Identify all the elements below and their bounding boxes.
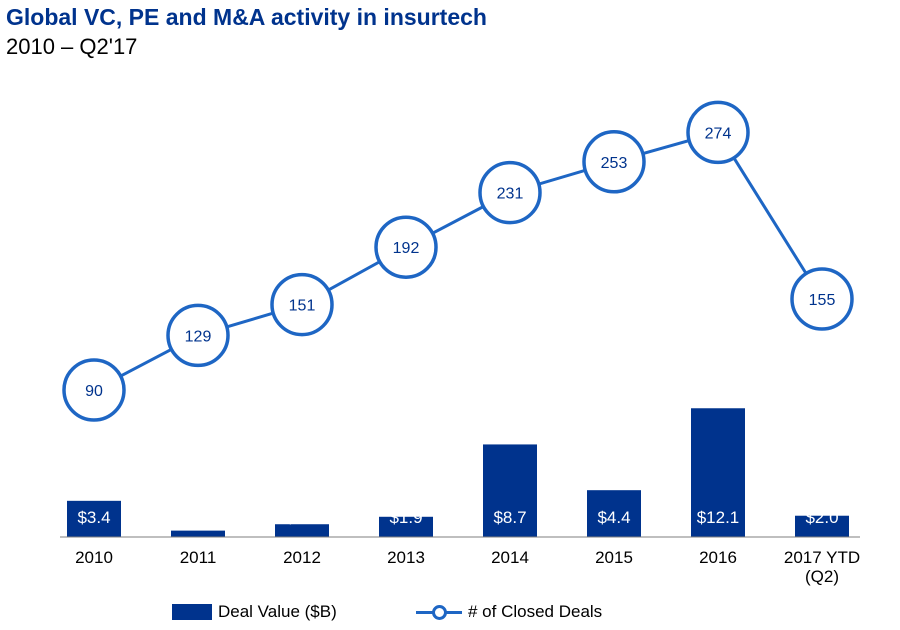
chart-title: Global VC, PE and M&A activity in insurt… xyxy=(6,4,487,30)
closed-deals-label: 253 xyxy=(601,155,628,172)
x-tick-label: 2016 xyxy=(699,548,737,567)
x-tick-label: 2017 YTD (Q2) xyxy=(784,548,860,586)
closed-deals-label: 274 xyxy=(705,125,732,142)
deal-value-label: $1.9 xyxy=(389,508,422,527)
legend-item-deal-value: Deal Value ($B) xyxy=(172,602,337,622)
legend-line-swatch xyxy=(416,604,462,620)
deal-value-bar xyxy=(587,490,641,537)
legend-label-closed-deals: # of Closed Deals xyxy=(468,602,603,621)
closed-deals-label: 90 xyxy=(85,383,103,400)
chart-subtitle: 2010 – Q2'17 xyxy=(6,34,138,59)
legend-item-closed-deals: # of Closed Deals xyxy=(416,602,602,622)
deal-value-label: $12.1 xyxy=(697,508,740,527)
deal-value-label: $2.0 xyxy=(805,508,838,527)
deal-value-bar xyxy=(795,515,849,537)
closed-deals-marker xyxy=(166,303,230,368)
deal-value-label: $1.2 xyxy=(285,508,318,527)
x-tick-label: 2013 xyxy=(387,548,425,567)
deal-value-bar xyxy=(275,524,329,537)
closed-deals-label: 155 xyxy=(809,292,836,309)
x-tick-label: 2015 xyxy=(595,548,633,567)
closed-deals-label: 192 xyxy=(393,240,420,257)
deal-value-label: $3.4 xyxy=(77,508,110,527)
x-tick-label: 2010 xyxy=(75,548,113,567)
deal-value-bar xyxy=(379,516,433,537)
closed-deals-label: 151 xyxy=(289,298,316,315)
deal-value-bar xyxy=(691,408,745,537)
closed-deals-marker xyxy=(686,100,750,165)
deal-value-bar xyxy=(67,500,121,537)
deal-value-label: $4.4 xyxy=(597,508,630,527)
closed-deals-marker xyxy=(270,272,334,337)
x-tick-label: 2011 xyxy=(180,548,217,567)
legend-bar-swatch xyxy=(172,604,212,620)
deal-value-bar xyxy=(171,530,225,537)
legend-label-deal-value: Deal Value ($B) xyxy=(218,602,337,621)
x-tick-label: 2014 xyxy=(491,548,529,567)
closed-deals-marker xyxy=(478,160,542,225)
closed-deals-marker xyxy=(582,130,646,194)
deal-value-label: $0.6 xyxy=(181,508,214,527)
closed-deals-label: 129 xyxy=(185,328,212,345)
deal-value-bar xyxy=(483,444,537,537)
closed-deals-marker xyxy=(790,267,854,331)
closed-deals-marker xyxy=(374,215,438,279)
closed-deals-label: 231 xyxy=(497,186,524,203)
closed-deals-marker xyxy=(62,358,126,422)
x-tick-label: 2012 xyxy=(283,548,321,567)
deal-value-label: $8.7 xyxy=(493,508,526,527)
